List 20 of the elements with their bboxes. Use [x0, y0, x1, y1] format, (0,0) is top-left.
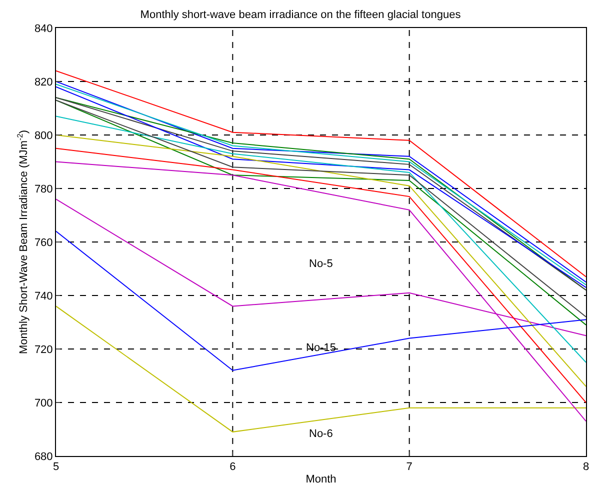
y-tick-label: 700 — [34, 397, 53, 410]
chart-title: Monthly short-wave beam irradiance on the fifteen glacial tongues — [140, 8, 462, 21]
text: No-5 — [309, 258, 333, 270]
y-tick-label: 780 — [34, 183, 53, 196]
x-tick-label: 8 — [582, 461, 590, 474]
series-label: No-6 — [309, 428, 333, 440]
y-tick-label: 800 — [34, 130, 53, 142]
line-series — [56, 230, 586, 371]
x-tick-label: 5 — [52, 461, 60, 474]
y-tick-label: 680 — [34, 450, 53, 463]
line-series — [56, 116, 586, 363]
y-tick-label: 740 — [34, 290, 53, 302]
y-tick-label: 840 — [34, 22, 53, 35]
series-label: No-15 — [306, 342, 336, 354]
x-axis-title: Month — [306, 473, 336, 486]
y-tick-label: 720 — [34, 344, 53, 356]
y-tick-label: 760 — [34, 236, 53, 249]
x-tick-label: 6 — [230, 461, 236, 474]
y-tick-label: 820 — [34, 76, 53, 88]
x-tick-label: 7 — [406, 461, 412, 474]
